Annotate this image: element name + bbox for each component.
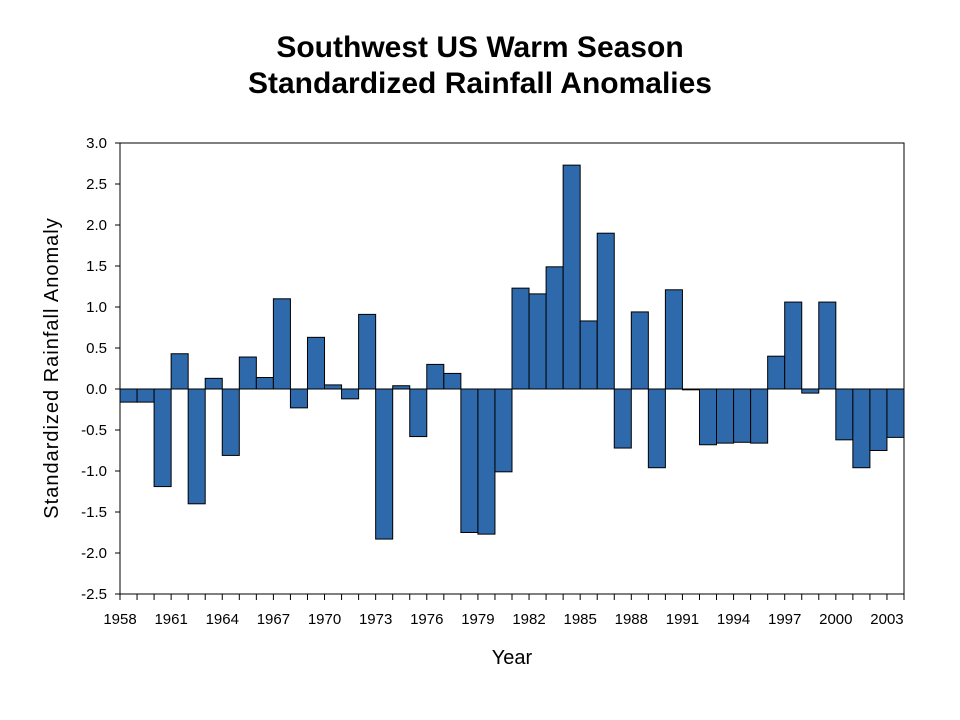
y-tick-label: 1.0 xyxy=(86,299,107,316)
bar-1965 xyxy=(238,356,257,390)
bar-1981 xyxy=(511,287,530,390)
bar-1992 xyxy=(698,388,718,446)
bar-series xyxy=(119,164,905,540)
y-tick-label: 1.5 xyxy=(86,258,107,275)
bar-1978 xyxy=(460,388,479,533)
bar-1993 xyxy=(716,388,735,444)
x-tick-label: 2000 xyxy=(819,611,852,628)
bar-1959 xyxy=(136,388,155,403)
x-tick-label: 1967 xyxy=(257,611,290,628)
x-tick-label: 1991 xyxy=(666,611,699,628)
bar-1962 xyxy=(187,388,206,505)
bar-1984 xyxy=(562,164,581,390)
bar-1996 xyxy=(767,355,786,390)
x-tick-label: 1979 xyxy=(461,611,494,628)
bar-1975 xyxy=(409,388,428,438)
y-tick-label: -1.0 xyxy=(81,463,107,480)
chart-title-line-1: Southwest US Warm Season xyxy=(276,31,684,64)
x-tick-label: 1985 xyxy=(563,611,596,628)
bar-1980 xyxy=(494,388,513,473)
bar-2001 xyxy=(852,388,871,469)
x-tick-label: 1970 xyxy=(308,611,341,628)
bar-1960 xyxy=(153,388,172,488)
bar-1967 xyxy=(272,298,291,390)
x-tick-label: 1997 xyxy=(768,611,801,628)
x-tick-label: 2003 xyxy=(870,611,903,628)
bar-1983 xyxy=(545,266,564,390)
chart-title-line-2: Standardized Rainfall Anomalies xyxy=(248,67,712,100)
bar-1990 xyxy=(664,289,683,390)
y-tick-label: -1.5 xyxy=(81,504,107,521)
bar-1977 xyxy=(443,372,462,390)
bar-1972 xyxy=(358,313,377,390)
bar-1999 xyxy=(818,301,837,390)
x-axis: 1958 1961 1964 1967 1970 1973 1976 1979 1982 1985… xyxy=(103,594,905,628)
y-tick-label: 2.5 xyxy=(86,176,107,193)
bar-1986 xyxy=(596,232,615,390)
bar-1970 xyxy=(324,384,343,390)
bar-1976 xyxy=(426,363,445,390)
x-tick-label: 1973 xyxy=(359,611,392,628)
bar-1989 xyxy=(647,388,666,469)
y-axis: 3.0 2.5 2.0 1.5 1.0 0.5 0.0 -0.5 -1.0 -1.5 -2.0 -2.… xyxy=(81,135,120,603)
y-tick-label: -2.5 xyxy=(81,586,107,603)
x-tick-label: 1961 xyxy=(154,611,187,628)
bar-1971 xyxy=(341,388,360,400)
bar-1985 xyxy=(579,320,598,390)
x-tick-label: 1958 xyxy=(103,611,136,628)
x-tick-label: 1964 xyxy=(206,611,239,628)
y-tick-label: -2.0 xyxy=(81,545,107,562)
bar-1998 xyxy=(801,388,820,394)
y-axis-title: Standardized Rainfall Anomaly xyxy=(41,217,63,518)
bar-1966 xyxy=(255,377,274,390)
bar-1969 xyxy=(306,336,326,390)
bar-1997 xyxy=(784,301,803,390)
bar-1964 xyxy=(221,388,240,456)
x-tick-label: 1994 xyxy=(717,611,750,628)
bar-1979 xyxy=(477,388,496,535)
bar-1995 xyxy=(750,388,769,444)
bar-1988 xyxy=(630,311,649,390)
bar-2000 xyxy=(835,388,854,441)
bar-1963 xyxy=(204,377,223,390)
x-axis-title: Year xyxy=(492,647,533,669)
y-tick-label: 3.0 xyxy=(86,135,107,152)
x-tick-label: 1982 xyxy=(512,611,545,628)
y-tick-label: 0.5 xyxy=(86,340,107,357)
bar-2002 xyxy=(869,388,888,451)
y-tick-label: -0.5 xyxy=(81,422,107,439)
bar-1987 xyxy=(613,388,632,449)
bar-1973 xyxy=(375,388,394,540)
bar-1982 xyxy=(528,293,547,390)
chart-title: Southwest US Warm Season Standardized Ra… xyxy=(0,30,960,102)
y-tick-label: 0.0 xyxy=(86,381,107,398)
x-tick-label: 1976 xyxy=(410,611,443,628)
y-tick-label: 2.0 xyxy=(86,217,107,234)
bar-1961 xyxy=(170,353,189,390)
x-tick-label: 1988 xyxy=(615,611,648,628)
bar-1994 xyxy=(733,388,752,443)
bar-1958 xyxy=(119,388,138,403)
bar-2003 xyxy=(886,388,905,438)
bar-1968 xyxy=(289,388,308,409)
